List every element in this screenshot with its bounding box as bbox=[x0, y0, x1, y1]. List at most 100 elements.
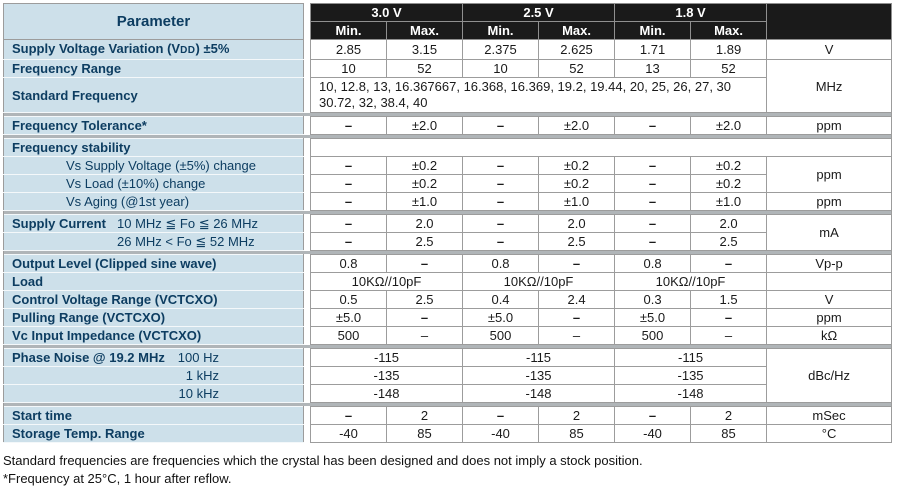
value-cell: – bbox=[310, 192, 387, 211]
unit-cell: V bbox=[766, 39, 893, 60]
value-cell: ±2.0 bbox=[690, 116, 768, 135]
gutter bbox=[303, 174, 311, 193]
param-label: Frequency Range bbox=[3, 59, 304, 78]
param-sublabel: Vs Supply Voltage (±5%) change bbox=[3, 156, 304, 175]
value-cell: 2 bbox=[690, 406, 768, 425]
value-cell: ±1.0 bbox=[385, 192, 464, 211]
value-cell: -115 bbox=[614, 348, 768, 367]
value-cell: 2 bbox=[538, 406, 616, 425]
gutter bbox=[303, 424, 311, 443]
row-fs-aging: Vs Aging (@1st year) – ±1.0 – ±1.0 – ±1.… bbox=[3, 192, 893, 211]
value-cell: -135 bbox=[309, 366, 464, 385]
value-cell: 52 bbox=[538, 59, 616, 78]
gutter bbox=[303, 39, 311, 60]
value-cell: ±5.0 bbox=[614, 308, 692, 327]
voltage-header-3v: 3.0 V bbox=[309, 3, 464, 22]
value-cell: 2.0 bbox=[385, 214, 464, 233]
spec-table: Parameter 3.0 V 2.5 V 1.8 V Min. Max. Mi… bbox=[2, 3, 893, 443]
gutter bbox=[303, 59, 311, 78]
condition-text: 100 Hz bbox=[177, 350, 219, 365]
gutter bbox=[303, 272, 311, 291]
value-cell: ±2.0 bbox=[538, 116, 616, 135]
min-header: Min. bbox=[462, 21, 540, 40]
value-cell: -135 bbox=[614, 366, 768, 385]
value-cell: ±2.0 bbox=[385, 116, 464, 135]
param-sublabel: Vs Aging (@1st year) bbox=[3, 192, 304, 211]
row-pulling-range: Pulling Range (VCTCXO) ±5.0 – ±5.0 – ±5.… bbox=[3, 308, 893, 327]
unit-cell: mSec bbox=[766, 406, 893, 425]
unit-cell: V bbox=[766, 290, 893, 309]
value-cell: 0.8 bbox=[614, 254, 692, 273]
value-cell: – bbox=[614, 232, 692, 251]
value-cell: – bbox=[614, 406, 692, 425]
param-label: Frequency Tolerance* bbox=[3, 116, 304, 135]
label-text: Supply Voltage Variation (V bbox=[12, 41, 181, 56]
row-frequency-range: Frequency Range 10 52 10 52 13 52 MHz bbox=[3, 59, 893, 113]
value-cell: 3.15 bbox=[385, 39, 464, 60]
row-fs-load: Vs Load (±10%) change – ±0.2 – ±0.2 – ±0… bbox=[3, 174, 892, 193]
value-cell: ±0.2 bbox=[538, 174, 616, 193]
frequency-list-line2: 30.72, 32, 38.4, 40 bbox=[319, 95, 428, 110]
voltage-header-2v5: 2.5 V bbox=[462, 3, 616, 22]
value-cell: -40 bbox=[310, 424, 387, 443]
value-cell: 2.5 bbox=[538, 232, 616, 251]
label-subscript: DD bbox=[180, 45, 196, 56]
value-cell: 2.5 bbox=[385, 290, 464, 309]
separator-bar bbox=[2, 112, 893, 117]
value-cell: 0.5 bbox=[310, 290, 387, 309]
value-cell: ±0.2 bbox=[690, 174, 768, 193]
group-separator bbox=[2, 402, 893, 407]
empty-cell bbox=[309, 138, 893, 157]
value-cell: – bbox=[385, 326, 464, 345]
gutter bbox=[303, 232, 311, 251]
value-cell: 52 bbox=[690, 59, 768, 78]
value-cell: – bbox=[690, 254, 768, 273]
separator-bar bbox=[2, 402, 893, 407]
value-cell: 10KΩ//10pF bbox=[309, 272, 464, 291]
value-cell: – bbox=[310, 232, 387, 251]
value-cell: – bbox=[462, 174, 540, 193]
param-label: Supply Current 10 MHz ≦ Fo ≦ 26 MHz bbox=[3, 214, 304, 233]
row-standard-frequency: Standard Frequency 10, 12.8, 13, 16.3676… bbox=[3, 77, 892, 113]
condition-text: 10 MHz ≦ Fo ≦ 26 MHz bbox=[117, 216, 258, 231]
min-header: Min. bbox=[614, 21, 692, 40]
param-label: Frequency stability bbox=[3, 138, 304, 157]
value-cell: – bbox=[614, 174, 692, 193]
value-cell: – bbox=[385, 308, 464, 327]
row-phase-noise-10khz: 10 kHz -148 -148 -148 bbox=[3, 384, 892, 403]
min-header: Min. bbox=[310, 21, 387, 40]
value-cell: 500 bbox=[462, 326, 540, 345]
value-cell: – bbox=[462, 116, 540, 135]
value-cell: – bbox=[385, 254, 464, 273]
max-header: Max. bbox=[385, 21, 464, 40]
separator-bar bbox=[2, 344, 893, 349]
unit-cell bbox=[766, 272, 893, 291]
group-separator bbox=[2, 210, 893, 215]
value-cell: 0.4 bbox=[462, 290, 540, 309]
row-load: Load 10KΩ//10pF 10KΩ//10pF 10KΩ//10pF bbox=[3, 272, 893, 291]
value-cell: ±5.0 bbox=[462, 308, 540, 327]
unit-cell: kΩ bbox=[766, 326, 893, 345]
value-cell: – bbox=[310, 406, 387, 425]
value-cell: 500 bbox=[310, 326, 387, 345]
group-separator bbox=[2, 134, 893, 139]
param-label: Supply Voltage Variation (VDD) ±5% bbox=[3, 39, 304, 60]
row-vc-impedance: Vc Input Impedance (VCTCXO) 500 – 500 – … bbox=[3, 326, 893, 345]
value-cell: 85 bbox=[538, 424, 616, 443]
value-cell: 0.3 bbox=[614, 290, 692, 309]
value-cell: 2.0 bbox=[538, 214, 616, 233]
row-start-time: Start time – 2 – 2 – 2 mSec bbox=[3, 406, 893, 425]
value-cell: -115 bbox=[309, 348, 464, 367]
value-cell: 1.71 bbox=[614, 39, 692, 60]
gutter bbox=[303, 192, 311, 211]
value-cell: 2.5 bbox=[385, 232, 464, 251]
row-supply-current-1: Supply Current 10 MHz ≦ Fo ≦ 26 MHz – 2.0… bbox=[3, 214, 893, 251]
row-control-voltage: Control Voltage Range (VCTCXO) 0.5 2.5 0… bbox=[3, 290, 893, 309]
gutter bbox=[303, 156, 311, 175]
gutter bbox=[303, 254, 311, 273]
unit-cell: mA bbox=[766, 214, 893, 251]
footnote-standard-frequencies: Standard frequencies are frequencies whi… bbox=[3, 453, 643, 468]
gutter bbox=[303, 214, 311, 233]
max-header: Max. bbox=[538, 21, 616, 40]
value-cell: 2 bbox=[385, 406, 464, 425]
